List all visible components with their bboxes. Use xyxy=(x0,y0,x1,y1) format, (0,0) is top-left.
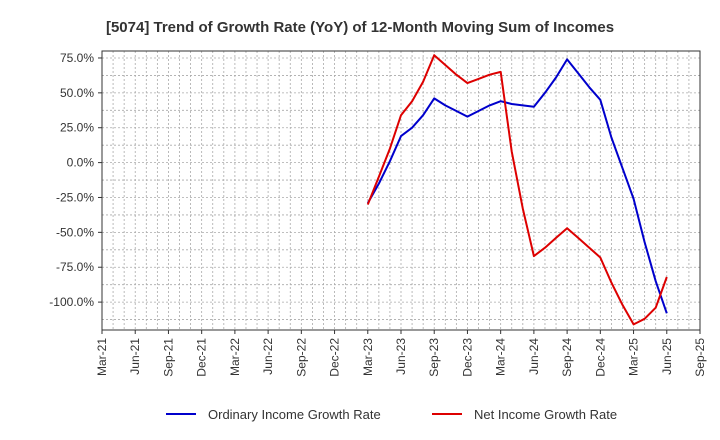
y-tick-label: -75.0% xyxy=(56,260,94,274)
x-tick-label: Sep-21 xyxy=(161,338,175,377)
series-line-net-income xyxy=(366,54,668,326)
x-tick-label: Jun-25 xyxy=(660,338,674,375)
x-tick-label: Jun-24 xyxy=(527,338,541,375)
x-tick-label: Sep-22 xyxy=(294,338,308,377)
series-line-ordinary-income xyxy=(366,58,668,314)
legend: Ordinary Income Growth Rate Net Income Gr… xyxy=(166,407,617,422)
series-lines xyxy=(366,54,668,326)
x-tick-label: Sep-24 xyxy=(560,338,574,377)
y-tick-label: -100.0% xyxy=(49,295,94,309)
x-tick-label: Jun-21 xyxy=(128,338,142,375)
y-tick-label: 50.0% xyxy=(60,86,94,100)
grid xyxy=(101,51,701,330)
y-tick-label: -50.0% xyxy=(56,225,94,239)
x-tick-label: Dec-23 xyxy=(460,338,474,377)
x-tick-label: Mar-24 xyxy=(494,338,508,376)
x-tick-label: Mar-22 xyxy=(228,338,242,376)
x-tick-label: Mar-21 xyxy=(95,338,109,376)
x-tick-label: Dec-21 xyxy=(195,338,209,377)
x-tick-label: Sep-23 xyxy=(427,338,441,377)
x-tick-label: Dec-22 xyxy=(328,338,342,377)
y-tick-label: 75.0% xyxy=(60,51,94,65)
y-tick-label: 25.0% xyxy=(60,121,94,135)
x-tick-label: Sep-25 xyxy=(693,338,707,377)
x-tick-label: Dec-24 xyxy=(593,338,607,377)
y-tick-label: 0.0% xyxy=(67,156,95,170)
legend-label: Ordinary Income Growth Rate xyxy=(208,407,381,422)
x-tick-label: Jun-22 xyxy=(261,338,275,375)
chart-title: [5074] Trend of Growth Rate (YoY) of 12-… xyxy=(106,19,614,36)
x-tick-label: Mar-23 xyxy=(361,338,375,376)
x-tick-label: Jun-23 xyxy=(394,338,408,375)
legend-label: Net Income Growth Rate xyxy=(474,407,617,422)
x-tick-label: Mar-25 xyxy=(627,338,641,376)
y-tick-labels: 75.0% 50.0% 25.0% 0.0% -25.0% -50.0% -75.0% -10… xyxy=(49,51,102,309)
x-tick-labels: Mar-21 Jun-21 Sep-21 Dec-21 Mar-22 Jun-22 Sep-… xyxy=(95,330,707,377)
y-tick-label: -25.0% xyxy=(56,190,94,204)
